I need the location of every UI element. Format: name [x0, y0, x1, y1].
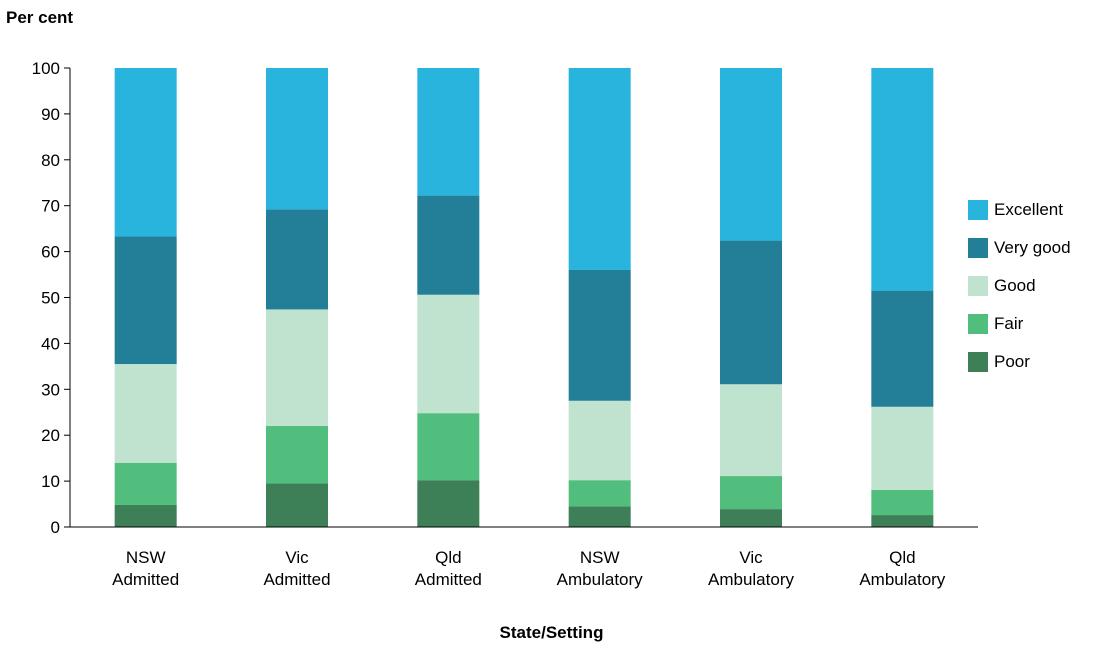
category-label-4-1: Ambulatory	[708, 570, 794, 589]
bar-segment-good-0	[114, 364, 177, 463]
bar-segment-very-good-1	[266, 209, 328, 310]
legend-label: Fair	[994, 314, 1024, 333]
legend-swatch	[968, 352, 988, 372]
y-tick-label: 60	[41, 243, 60, 262]
bar-segment-very-good-5	[871, 290, 934, 407]
bar-segment-excellent-3	[568, 68, 631, 270]
bar-segment-excellent-0	[114, 68, 177, 237]
y-tick-label: 30	[41, 380, 60, 399]
category-label-2-0: Qld	[435, 548, 461, 567]
category-label-1-1: Admitted	[263, 570, 330, 589]
bar-segment-excellent-2	[417, 68, 480, 196]
legend-swatch	[968, 314, 988, 334]
category-label-3-1: Ambulatory	[557, 570, 643, 589]
y-tick-label: 100	[32, 59, 60, 78]
bar-segment-fair-0	[114, 462, 177, 505]
y-tick-label: 80	[41, 151, 60, 170]
bar-segment-fair-3	[568, 480, 631, 507]
bar-segment-fair-1	[266, 426, 328, 484]
y-tick-label: 20	[41, 426, 60, 445]
bar-segment-very-good-2	[417, 195, 480, 295]
bar-segment-very-good-4	[720, 240, 782, 385]
y-tick-label: 10	[41, 472, 60, 491]
y-tick-label: 0	[51, 518, 60, 537]
legend-label: Very good	[994, 238, 1071, 257]
bar-segment-fair-4	[720, 476, 782, 510]
y-tick-label: 50	[41, 289, 60, 308]
bar-segment-poor-3	[568, 506, 631, 527]
bar-segment-excellent-4	[720, 68, 782, 241]
bar-segment-good-1	[266, 309, 328, 427]
legend-label: Poor	[994, 352, 1030, 371]
bar-segment-good-5	[871, 406, 934, 490]
bar-segment-good-2	[417, 294, 480, 414]
legend-item-poor: Poor	[968, 343, 1071, 381]
category-label-4-0: Vic	[739, 548, 763, 567]
legend-item-fair: Fair	[968, 305, 1071, 343]
bar-segment-very-good-3	[568, 269, 631, 401]
bar-segment-fair-5	[871, 489, 934, 516]
bar-segment-excellent-1	[266, 68, 328, 210]
bar-segment-poor-1	[266, 483, 328, 527]
y-axis-title: Per cent	[6, 8, 74, 27]
category-label-0-0: NSW	[126, 548, 166, 567]
y-tick-label: 40	[41, 334, 60, 353]
y-tick-label: 70	[41, 197, 60, 216]
y-tick-label: 90	[41, 105, 60, 124]
legend-item-good: Good	[968, 267, 1071, 305]
category-label-3-0: NSW	[580, 548, 620, 567]
legend-label: Good	[994, 276, 1036, 295]
bar-segment-poor-5	[871, 515, 934, 527]
legend-item-excellent: Excellent	[968, 191, 1071, 229]
category-label-1-0: Vic	[285, 548, 309, 567]
bar-segment-very-good-0	[114, 236, 177, 365]
category-label-0-1: Admitted	[112, 570, 179, 589]
bar-segment-fair-2	[417, 413, 480, 481]
bar-segment-poor-4	[720, 509, 782, 527]
bar-segment-good-4	[720, 384, 782, 477]
bar-segment-poor-0	[114, 504, 177, 527]
category-label-2-1: Admitted	[415, 570, 482, 589]
legend-label: Excellent	[994, 200, 1063, 219]
category-label-5-0: Qld	[889, 548, 915, 567]
legend-swatch	[968, 238, 988, 258]
bar-segment-poor-2	[417, 480, 480, 527]
legend: Excellent Very good Good Fair Poor	[968, 191, 1071, 381]
legend-swatch	[968, 276, 988, 296]
x-axis-title: State/Setting	[499, 623, 604, 642]
category-label-5-1: Ambulatory	[859, 570, 945, 589]
legend-swatch	[968, 200, 988, 220]
bar-segment-good-3	[568, 400, 631, 481]
bar-segment-excellent-5	[871, 68, 934, 291]
legend-item-very-good: Very good	[968, 229, 1071, 267]
